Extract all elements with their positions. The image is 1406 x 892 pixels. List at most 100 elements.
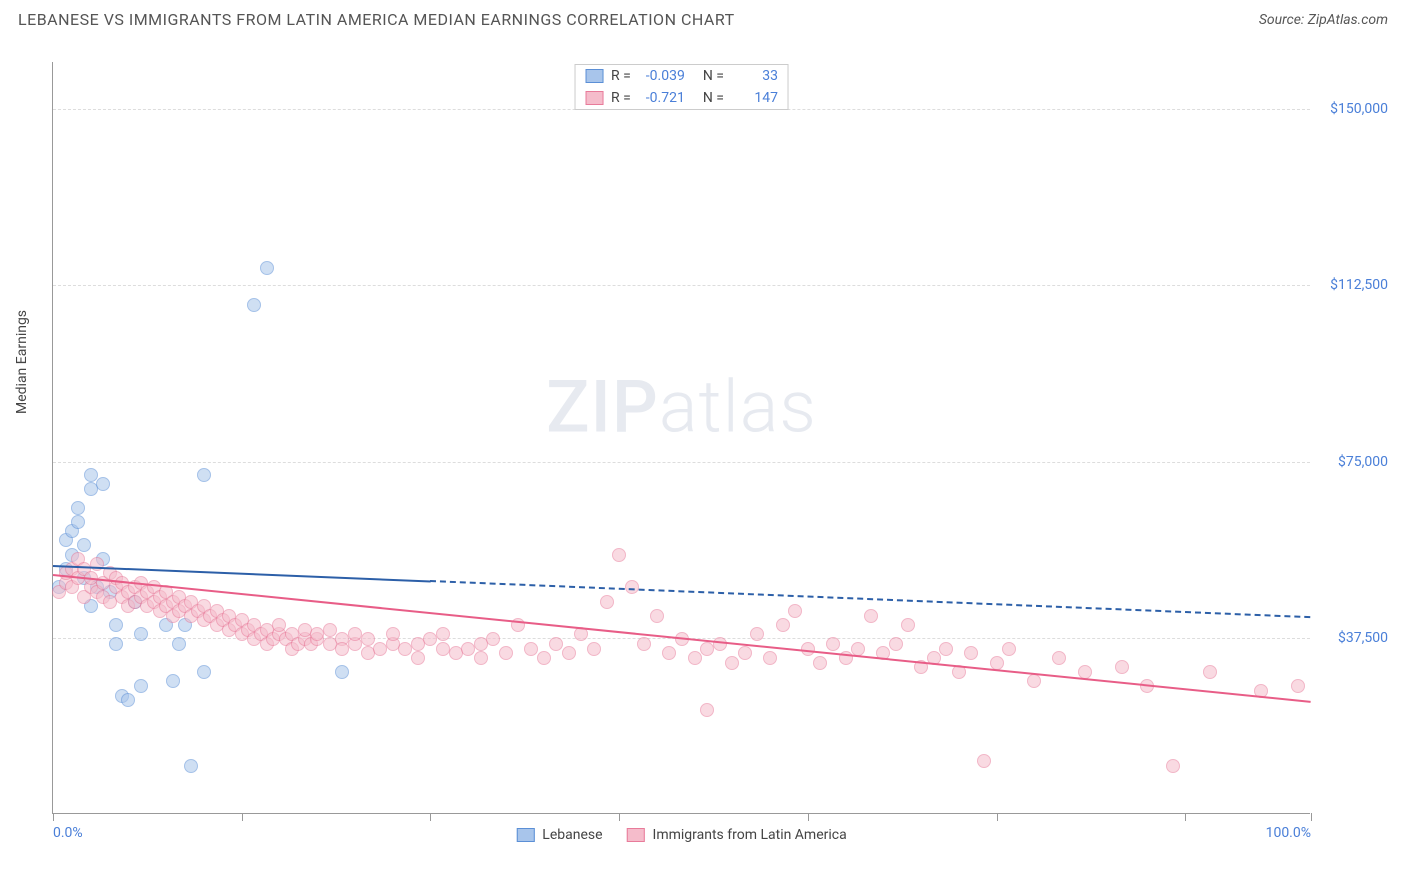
data-point [801,642,815,656]
series-label: Lebanese [542,827,602,843]
source-label: Source: ZipAtlas.com [1259,12,1388,28]
data-point [562,646,576,660]
data-point [96,477,110,491]
data-point [197,665,211,679]
data-point [813,656,827,670]
data-point [1002,642,1016,656]
x-tick-label: 100.0% [1266,825,1311,841]
y-tick-label: $150,000 [1316,101,1388,117]
y-tick-label: $37,500 [1316,630,1388,646]
data-point [990,656,1004,670]
x-tick [997,813,998,821]
correlation-legend: R =-0.039N =33R =-0.721N =147 [574,64,789,110]
gridline [53,285,1310,286]
data-point [776,618,790,632]
correlation-legend-row: R =-0.039N =33 [575,65,788,87]
x-tick [242,813,243,821]
chart-container: Median Earnings ZIPatlas R =-0.039N =33R… [18,44,1388,844]
x-tick [619,813,620,821]
data-point [889,637,903,651]
x-tick [53,813,54,821]
data-point [1115,660,1129,674]
data-point [763,651,777,665]
data-point [750,627,764,641]
n-label: N = [703,68,724,84]
data-point [612,548,626,562]
x-tick [808,813,809,821]
data-point [537,651,551,665]
data-point [549,637,563,651]
legend-swatch [627,828,645,842]
data-point [725,656,739,670]
plot-area: ZIPatlas R =-0.039N =33R =-0.721N =147 L… [52,62,1310,814]
data-point [662,646,676,660]
r-value: -0.039 [639,68,685,84]
watermark-atlas: atlas [659,365,817,450]
series-legend-item: Immigrants from Latin America [627,827,847,843]
data-point [939,642,953,656]
data-point [650,609,664,623]
y-axis-label: Median Earnings [14,310,30,414]
data-point [109,637,123,651]
data-point [826,637,840,651]
data-point [109,618,123,632]
data-point [788,604,802,618]
data-point [964,646,978,660]
data-point [688,651,702,665]
data-point [77,538,91,552]
data-point [386,627,400,641]
legend-swatch [585,91,603,105]
data-point [84,468,98,482]
series-legend: Lebanese Immigrants from Latin America [516,827,846,843]
data-point [864,609,878,623]
data-point [411,651,425,665]
x-tick [430,813,431,821]
y-tick-label: $112,500 [1316,277,1388,293]
data-point [436,627,450,641]
data-point [121,693,135,707]
data-point [184,759,198,773]
r-value: -0.721 [639,90,685,106]
data-point [977,754,991,768]
data-point [499,646,513,660]
r-label: R = [611,90,631,106]
data-point [335,665,349,679]
data-point [1203,665,1217,679]
data-point [901,618,915,632]
correlation-legend-row: R =-0.721N =147 [575,87,788,109]
y-tick-label: $75,000 [1316,454,1388,470]
data-point [361,632,375,646]
data-point [134,627,148,641]
data-point [700,703,714,717]
data-point [1166,759,1180,773]
data-point [197,468,211,482]
data-point [738,646,752,660]
n-value: 147 [732,90,778,106]
series-legend-item: Lebanese [516,827,602,843]
data-point [247,298,261,312]
data-point [1027,674,1041,688]
data-point [600,595,614,609]
legend-swatch [516,828,534,842]
data-point [260,261,274,275]
data-point [71,515,85,529]
series-label: Immigrants from Latin America [653,827,847,843]
data-point [134,679,148,693]
data-point [323,623,337,637]
data-point [166,674,180,688]
data-point [172,637,186,651]
data-point [1291,679,1305,693]
data-point [71,501,85,515]
watermark-zip: ZIP [546,365,659,450]
data-point [851,642,865,656]
watermark: ZIPatlas [546,365,817,450]
data-point [524,642,538,656]
data-point [474,651,488,665]
chart-title: LEBANESE VS IMMIGRANTS FROM LATIN AMERIC… [18,10,735,29]
x-tick-label: 0.0% [53,825,83,841]
data-point [587,642,601,656]
x-tick [1185,813,1186,821]
data-point [1052,651,1066,665]
x-tick [1311,813,1312,821]
data-point [272,618,286,632]
